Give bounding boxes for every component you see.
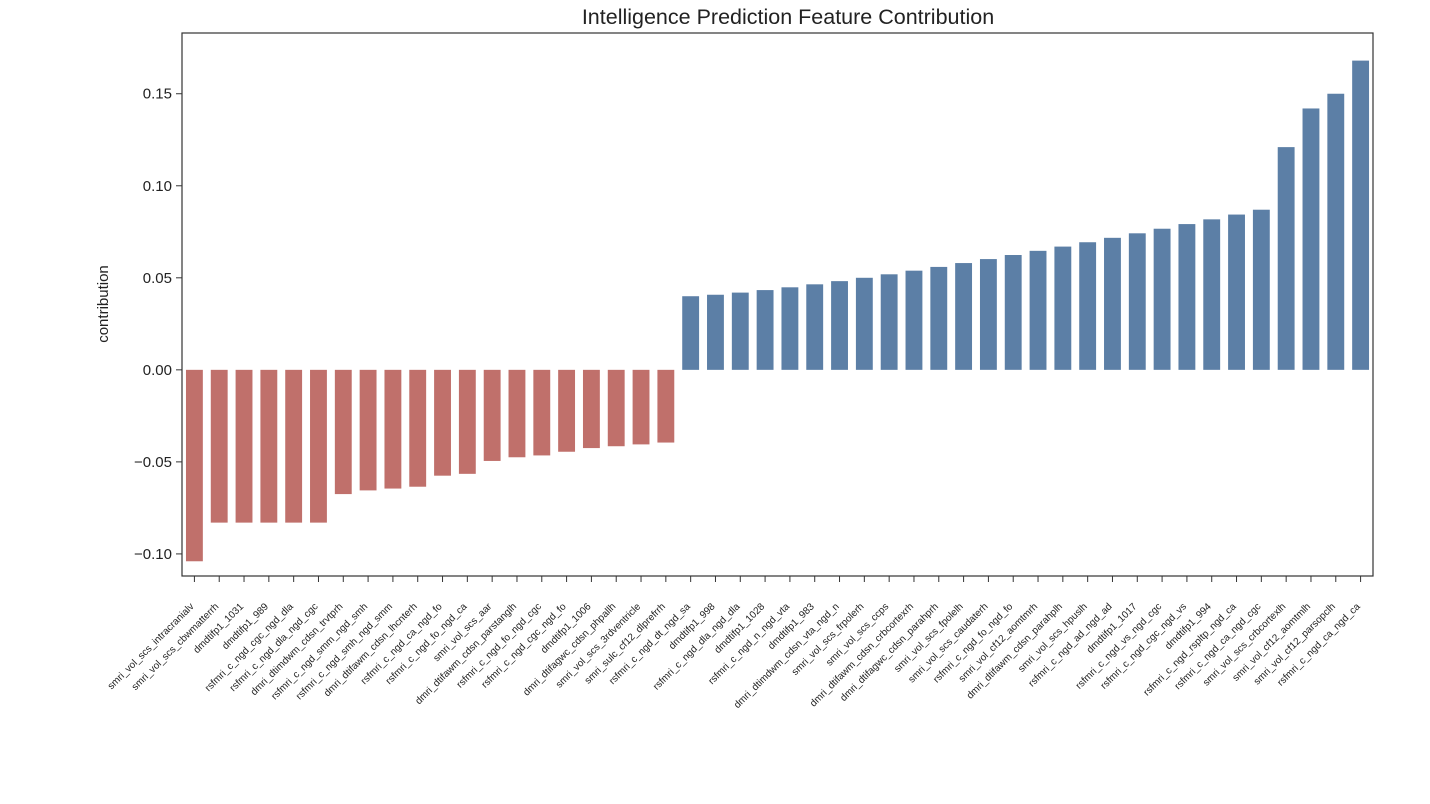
svg-text:Intelligence Prediction Featur: Intelligence Prediction Feature Contribu… xyxy=(582,5,994,29)
svg-text:0.05: 0.05 xyxy=(143,270,172,287)
svg-text:contribution: contribution xyxy=(95,265,112,343)
svg-text:−0.10: −0.10 xyxy=(134,546,172,563)
svg-text:−0.05: −0.05 xyxy=(134,454,172,471)
svg-text:0.15: 0.15 xyxy=(143,86,172,103)
svg-text:0.00: 0.00 xyxy=(143,362,172,379)
svg-text:0.10: 0.10 xyxy=(143,178,172,195)
